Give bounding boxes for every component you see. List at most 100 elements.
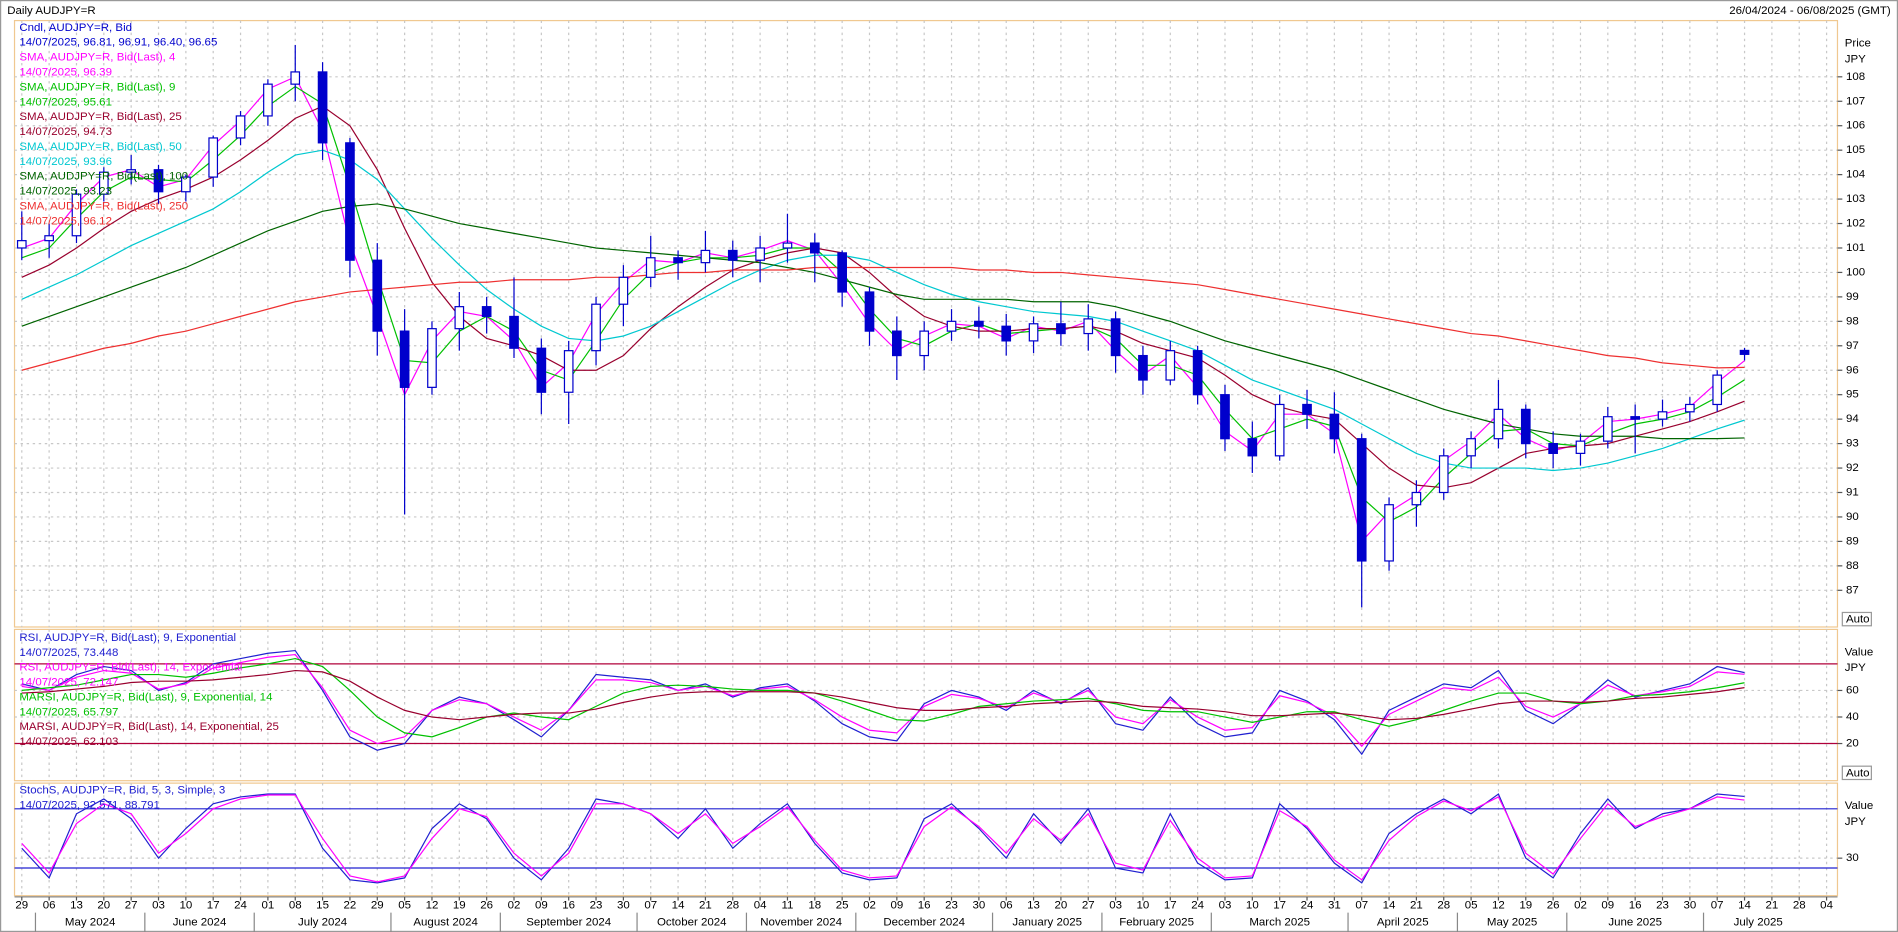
y-axis-label: Price [1845, 38, 1871, 50]
x-tick-label: 03 [1219, 899, 1232, 911]
x-tick-label: 16 [562, 899, 575, 911]
sma-line [21, 266, 1745, 371]
y-tick-label: 90 [1846, 511, 1859, 523]
candle-body [235, 115, 246, 139]
candle-body [1329, 413, 1340, 440]
month-label: April 2025 [1377, 916, 1429, 928]
x-tick-label: 09 [535, 899, 548, 911]
month-label: July 2024 [298, 916, 348, 928]
month-label: August 2024 [413, 916, 478, 928]
x-tick-label: 20 [97, 899, 110, 911]
candle-body [1001, 325, 1012, 342]
scale-button [1841, 765, 1872, 781]
x-tick-label: 20 [1055, 899, 1068, 911]
x-tick-label: 12 [1492, 899, 1505, 911]
candle-body [1110, 318, 1121, 357]
x-tick-label: 30 [1683, 899, 1696, 911]
candle-body [1220, 394, 1230, 440]
date-range: 26/04/2024 - 06/08/2025 (GMT) [1729, 5, 1891, 17]
y-axis-label: Value [1845, 646, 1874, 658]
y-tick-label: 88 [1846, 560, 1859, 572]
legend-entry: 14/07/2025, 73.448 [19, 647, 118, 659]
x-tick-label: 18 [808, 899, 821, 911]
panel-frame [13, 19, 1839, 628]
x-tick-label: 14 [1383, 899, 1396, 911]
candle-body [317, 71, 328, 144]
y-tick-label: 93 [1846, 438, 1859, 450]
month-label: September 2024 [526, 916, 612, 928]
candle-body [1520, 408, 1531, 445]
x-tick-label: 14 [672, 899, 685, 911]
legend-entry: SMA, AUDJPY=R, Bid(Last), 4 [19, 52, 176, 64]
y-tick-label: 99 [1846, 291, 1859, 303]
legend-entry: 14/07/2025, 96.39 [19, 67, 112, 79]
legend-entry: Cndl, AUDJPY=R, Bid [19, 22, 132, 34]
candle-body [208, 137, 219, 178]
month-label: June 2024 [173, 916, 227, 928]
y-tick-label: 92 [1846, 462, 1859, 474]
candle-body [919, 330, 930, 357]
y-tick-label: 102 [1846, 218, 1865, 230]
candle-body [290, 71, 301, 85]
candle-body [263, 83, 273, 117]
scale-mode[interactable]: Auto [1846, 767, 1870, 779]
x-tick-label: 24 [234, 899, 247, 911]
month-label: October 2024 [657, 916, 727, 928]
y-tick-label: 104 [1846, 169, 1866, 181]
x-tick-label: 05 [398, 899, 411, 911]
y-tick-label: 91 [1846, 487, 1859, 499]
y-tick-label: 103 [1846, 193, 1865, 205]
x-tick-label: 17 [207, 899, 220, 911]
month-label: May 2025 [1487, 916, 1537, 928]
x-tick-label: 26 [1547, 899, 1560, 911]
x-tick-label: 25 [836, 899, 849, 911]
candle-body [536, 347, 547, 393]
month-label: March 2025 [1249, 916, 1310, 928]
x-tick-label: 10 [1246, 899, 1259, 911]
x-tick-label: 21 [1410, 899, 1423, 911]
candle-body [345, 142, 355, 261]
candle-body [1739, 349, 1750, 355]
y-axis-unit: JPY [1845, 662, 1866, 674]
month-label: November 2024 [760, 916, 842, 928]
x-tick-label: 23 [590, 899, 603, 911]
x-tick-label: 28 [1793, 899, 1806, 911]
legend-entry: SMA, AUDJPY=R, Bid(Last), 50 [19, 141, 181, 153]
candle-body [1466, 438, 1476, 457]
candle-body [1685, 403, 1695, 413]
candle-body [71, 193, 82, 237]
legend-entry: 14/07/2025, 96.81, 96.91, 96.40, 96.65 [19, 37, 217, 49]
y-axis-unit: JPY [1845, 53, 1866, 65]
candle-body [864, 291, 875, 332]
legend-entry: SMA, AUDJPY=R, Bid(Last), 250 [19, 201, 188, 213]
x-tick-label: 06 [43, 899, 56, 911]
candle-body [755, 247, 765, 261]
y-tick-label: 108 [1846, 71, 1865, 83]
candle-body [1411, 491, 1422, 506]
x-tick-label: 02 [863, 899, 876, 911]
candle-body [1657, 411, 1668, 420]
x-tick-label: 09 [890, 899, 903, 911]
sma-line [21, 149, 1745, 472]
x-tick-label: 07 [644, 899, 657, 911]
candle-body [1548, 442, 1558, 454]
legend-entry: RSI, AUDJPY=R, Bid(Last), 14, Exponentia… [19, 662, 242, 674]
legend-entry: 14/07/2025, 92.571, 88.791 [19, 799, 160, 811]
x-tick-label: 22 [344, 899, 357, 911]
x-tick-label: 29 [371, 899, 384, 911]
x-tick-label: 05 [1465, 899, 1478, 911]
panel-frame [13, 628, 1839, 782]
month-label: June 2025 [1608, 916, 1662, 928]
month-label: May 2024 [65, 916, 116, 928]
candle-body [399, 330, 410, 388]
candle-body [16, 240, 27, 249]
candle-body [1630, 416, 1641, 420]
candle-body [1165, 350, 1176, 381]
chart-title: Daily AUDJPY=R [7, 5, 95, 17]
y-tick-label: 106 [1846, 120, 1865, 132]
x-tick-label: 07 [1355, 899, 1368, 911]
y-tick-label: 97 [1846, 340, 1859, 352]
sma-line [21, 105, 1745, 489]
scale-mode[interactable]: Auto [1846, 614, 1870, 626]
